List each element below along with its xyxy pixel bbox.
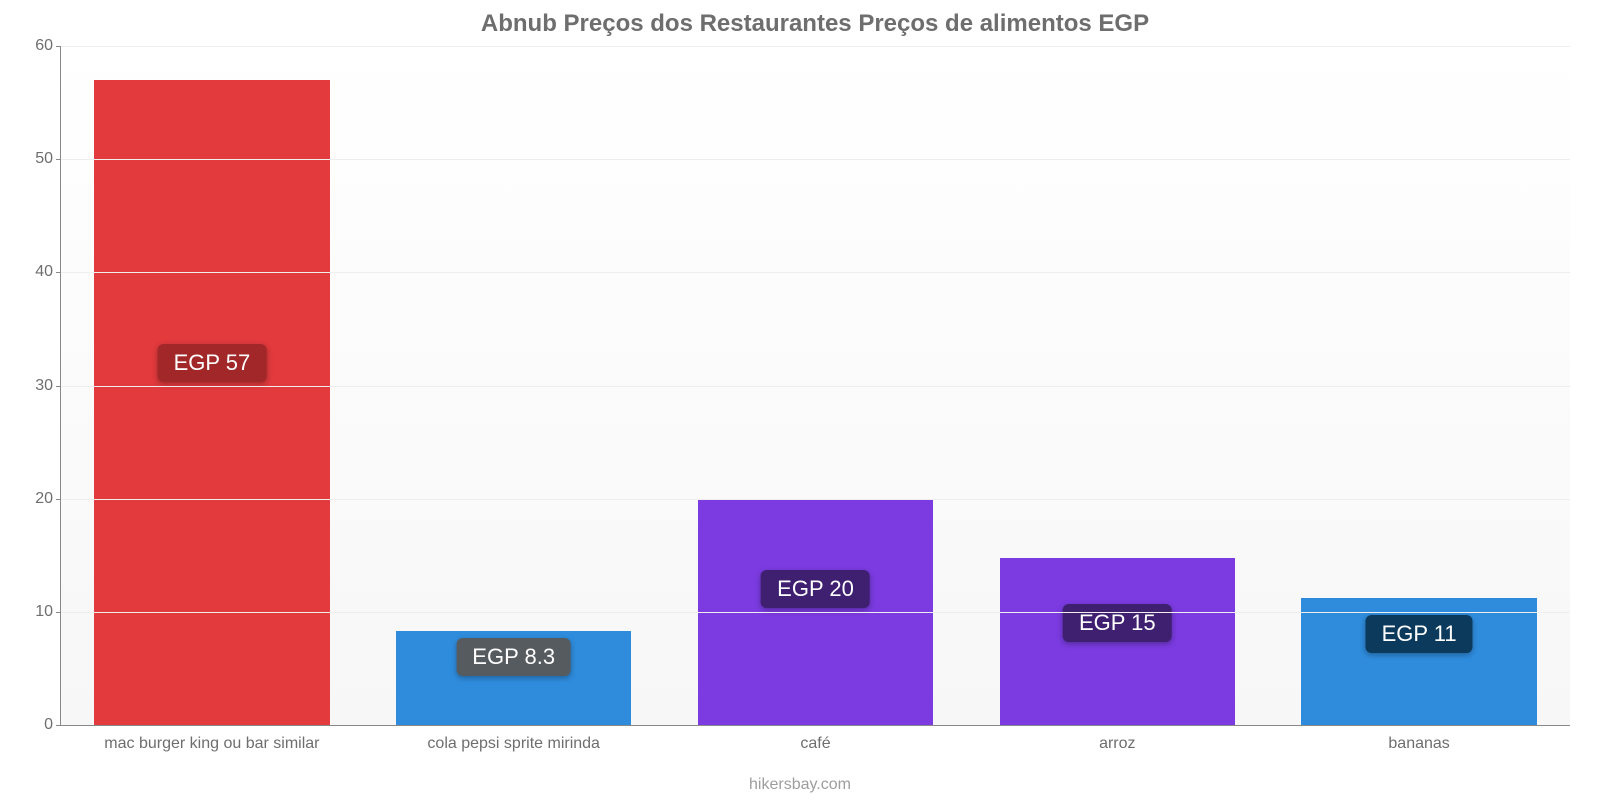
bar-value-label: EGP 11 [1366,615,1473,653]
y-tick-label: 40 [21,263,53,281]
y-tick-mark [56,612,61,613]
chart-title: Abnub Preços dos Restaurantes Preços de … [60,10,1570,38]
footer-credit: hikersbay.com [0,776,1600,794]
bar-value-label: EGP 20 [761,570,870,608]
y-tick-mark [56,386,61,387]
x-axis-category-label: arroz [966,735,1268,753]
gridline [61,612,1570,613]
y-tick-label: 60 [21,37,53,55]
y-tick-mark [56,159,61,160]
gridline [61,272,1570,273]
y-tick-label: 0 [21,716,53,734]
y-tick-mark [56,46,61,47]
bar-value-label: EGP 8.3 [456,638,571,676]
gridline [61,159,1570,160]
chart-container: Abnub Preços dos Restaurantes Preços de … [0,0,1600,800]
gridline [61,499,1570,500]
y-tick-mark [56,499,61,500]
bar [94,80,329,725]
x-axis-category-label: mac burger king ou bar similar [61,735,363,753]
gridline [61,386,1570,387]
bar-value-label: EGP 15 [1063,604,1172,642]
gridline [61,46,1570,47]
x-axis-category-label: cola pepsi sprite mirinda [363,735,665,753]
y-tick-label: 10 [21,603,53,621]
y-tick-label: 50 [21,150,53,168]
x-axis-category-label: café [665,735,967,753]
y-tick-mark [56,272,61,273]
x-axis-category-label: bananas [1268,735,1570,753]
x-axis-labels: mac burger king ou bar similarcola pepsi… [61,735,1570,753]
bar-value-label: EGP 57 [158,344,267,382]
plot-area: EGP 57EGP 8.3EGP 20EGP 15EGP 11 mac burg… [60,46,1570,726]
y-tick-mark [56,725,61,726]
y-tick-label: 30 [21,377,53,395]
y-tick-label: 20 [21,490,53,508]
